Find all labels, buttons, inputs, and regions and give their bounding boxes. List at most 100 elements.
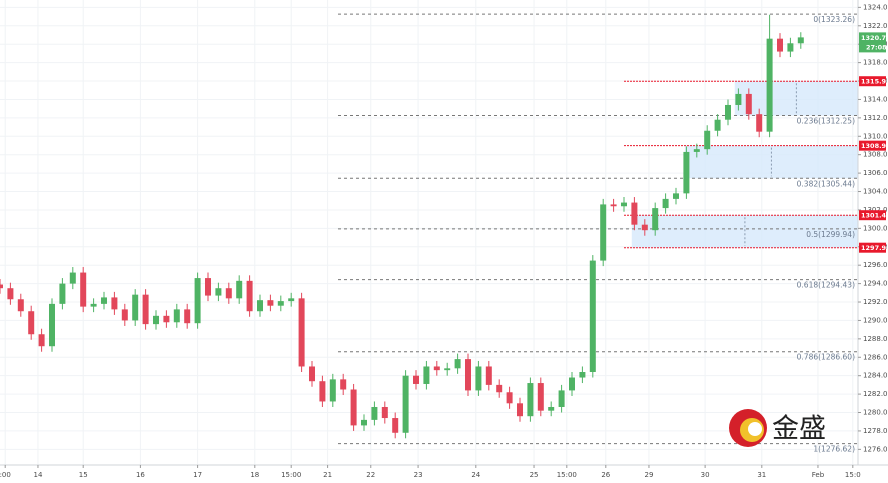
- candle-body: [215, 288, 222, 296]
- y-tick-label: 1290.00: [863, 316, 888, 324]
- candle-body: [257, 300, 263, 312]
- y-tick-label: 1306.00: [863, 169, 888, 177]
- y-tick-label: 1278.00: [863, 427, 888, 435]
- candle-body: [267, 300, 274, 306]
- logo-text: 金盛: [772, 414, 826, 445]
- candle-body: [683, 151, 690, 194]
- price-tag-label: 1297.90: [861, 244, 888, 252]
- candle-body: [600, 204, 607, 261]
- candle-body: [413, 375, 419, 384]
- candle-body: [797, 37, 804, 44]
- logo-icon: [748, 422, 762, 436]
- candle-body: [444, 368, 451, 371]
- candle-body: [350, 389, 357, 426]
- candle-body: [787, 43, 794, 52]
- candle-body: [621, 202, 627, 207]
- candle-body: [142, 294, 149, 325]
- x-tick-label: 25: [530, 471, 539, 479]
- candle-body: [725, 104, 731, 120]
- y-tick-label: 1288.00: [863, 335, 888, 343]
- y-tick-label: 1296.00: [863, 261, 888, 269]
- y-tick-label: 1286.00: [863, 353, 888, 361]
- price-tag-label: 1315.98: [861, 78, 888, 86]
- y-tick-label: 1324.00: [863, 3, 888, 11]
- countdown-label: 27:08: [866, 43, 887, 51]
- y-tick-label: 1308.00: [863, 151, 888, 159]
- candle-body: [652, 208, 659, 231]
- fib-label: 0.618(1294.43): [797, 281, 855, 290]
- zone: [734, 81, 858, 116]
- candle-body: [309, 366, 315, 382]
- candle-body: [298, 298, 305, 367]
- last-price-tag: [859, 32, 886, 53]
- x-tick-label: Feb: [812, 471, 825, 479]
- candle-body: [662, 198, 669, 209]
- x-tick-label: 31: [757, 471, 766, 479]
- candle-body: [673, 193, 679, 199]
- candle-body: [184, 309, 191, 324]
- y-tick-label: 1282.00: [863, 390, 888, 398]
- fib-label: 0.786(1286.60): [797, 353, 855, 362]
- candle-body: [558, 390, 565, 407]
- x-tick-label: 15:00: [281, 471, 301, 479]
- candle-body: [225, 288, 232, 299]
- candle-body: [465, 359, 471, 391]
- candle-body: [236, 280, 243, 299]
- candle-body: [7, 288, 14, 300]
- candle-body: [402, 375, 409, 433]
- candle-body: [766, 38, 773, 132]
- price-tag: [859, 76, 886, 87]
- fib-label: 0(1323.26): [813, 15, 855, 24]
- price-tag-label: 1308.98: [861, 142, 888, 150]
- candle-body: [392, 418, 399, 433]
- candle-body: [69, 272, 76, 284]
- candle-body: [246, 280, 253, 312]
- y-tick-label: 1276.00: [863, 445, 888, 453]
- candle-body: [17, 299, 24, 312]
- x-tick-label: 15:0: [845, 471, 861, 479]
- candle-body: [704, 130, 711, 150]
- candle-body: [548, 406, 555, 411]
- candle-body: [433, 366, 440, 371]
- candle-body: [80, 272, 87, 307]
- candle-body: [329, 379, 336, 402]
- candle-body: [163, 315, 170, 323]
- candle-body: [756, 114, 763, 132]
- y-tick-label: 1314.00: [863, 95, 888, 103]
- y-tick-label: 1300.00: [863, 224, 888, 232]
- logo: 金盛: [729, 409, 826, 447]
- x-tick-label: 23: [414, 471, 423, 479]
- candle-body: [423, 366, 430, 384]
- y-tick-label: 1302.00: [863, 206, 888, 214]
- candle-body: [714, 119, 721, 131]
- candle-body: [381, 406, 388, 419]
- x-tick-label: :00: [0, 471, 11, 479]
- candle-body: [173, 309, 180, 323]
- candle-body: [132, 294, 139, 321]
- candle-body: [38, 334, 45, 347]
- x-tick-label: 17: [193, 471, 202, 479]
- candle-body: [59, 283, 66, 304]
- y-tick-label: 1280.00: [863, 409, 888, 417]
- x-tick-label: 29: [644, 471, 653, 479]
- candle-body: [579, 372, 586, 378]
- x-tick-label: 30: [701, 471, 710, 479]
- y-tick-label: 1304.00: [863, 188, 888, 196]
- x-tick-label: 26: [601, 471, 610, 479]
- price-tag: [859, 242, 886, 253]
- candle-body: [319, 381, 326, 402]
- candle-body: [454, 359, 461, 369]
- y-tick-label: 1310.00: [863, 132, 888, 140]
- candle-body: [569, 377, 575, 391]
- y-tick-label: 1294.00: [863, 280, 888, 288]
- fib-label: 0.5(1299.94): [806, 230, 855, 239]
- candle-body: [340, 379, 347, 390]
- candle-body: [641, 224, 648, 231]
- last-price-label: 1320.74: [861, 34, 888, 42]
- candle-body: [745, 93, 752, 115]
- x-tick-label: 14: [33, 471, 42, 479]
- x-tick-label: 22: [366, 471, 375, 479]
- candle-body: [506, 392, 513, 404]
- candle-body: [0, 284, 3, 289]
